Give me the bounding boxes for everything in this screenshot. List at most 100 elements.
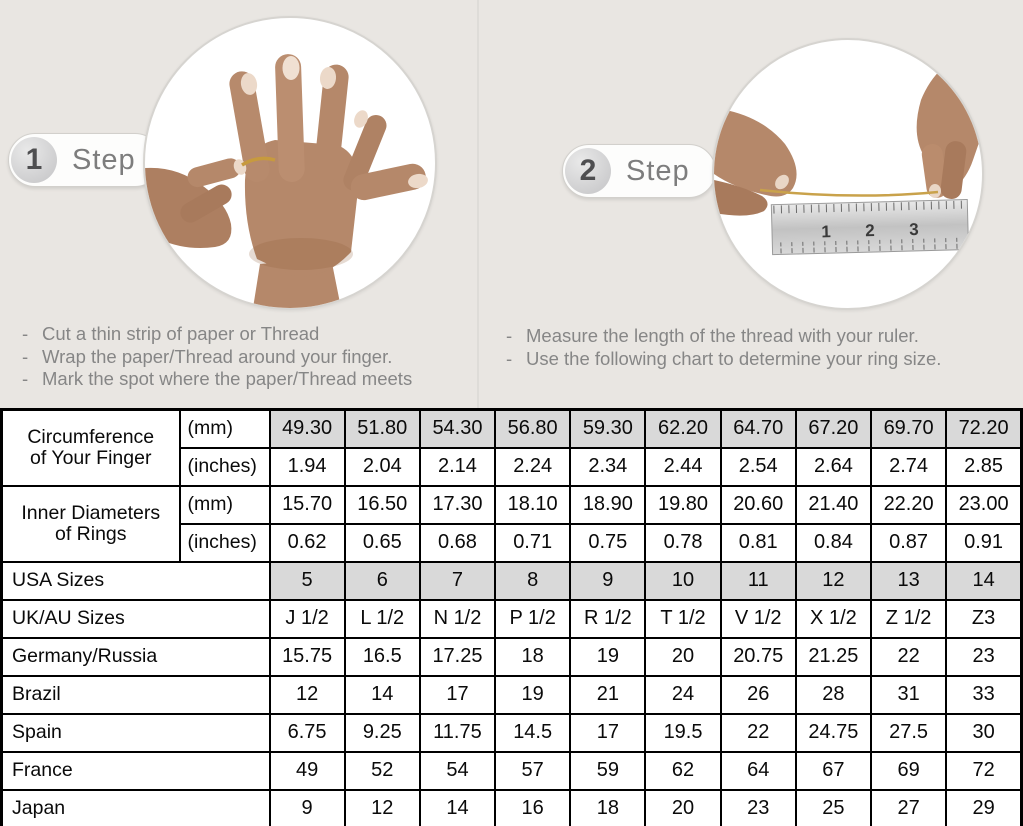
unit-label: (mm)	[178, 484, 271, 525]
size-value-cell: 2.34	[569, 446, 647, 487]
size-value-cell: 7	[418, 560, 497, 601]
thumbnail	[408, 173, 428, 189]
row-group-label: Circumference of Your Finger	[0, 408, 181, 487]
size-value-cell: V 1/2	[719, 598, 797, 639]
unit-label: (inches)	[178, 522, 271, 563]
size-value-cell: R 1/2	[569, 598, 647, 639]
size-value-cell: 16.5	[343, 636, 421, 677]
size-value-cell: 24.75	[794, 712, 873, 753]
ruler-illustration: 1 2 3	[714, 48, 982, 256]
table-row: Germany/Russia 15.75 16.5 17.25 18 19 20 20.75 2…	[0, 636, 1023, 677]
size-value-cell: 20	[644, 788, 722, 826]
size-value-cell: 51.80	[343, 408, 421, 449]
size-value-cell: 6.75	[268, 712, 346, 753]
step-1-instructions: - Cut a thin strip of paper or Thread - Wra…	[22, 323, 412, 391]
ruler-graphic: 1 2 3	[770, 199, 970, 256]
instruction-text: Measure the length of the thread with yo…	[526, 325, 919, 346]
size-value-cell: 27.5	[869, 712, 948, 753]
size-value-cell: 18	[569, 788, 647, 826]
table-row: (inches) 1.94 2.04 2.14 2.24 2.34 2.44 2.54 2.64…	[2, 446, 1023, 487]
right-hand-thumb	[940, 141, 967, 199]
size-value-cell: 69	[869, 750, 948, 791]
size-value-cell: 16	[494, 788, 572, 826]
size-value-cell: 0.65	[343, 522, 421, 563]
size-value-cell: 11.75	[418, 712, 497, 753]
row-group-label-text: Circumference of Your Finger	[27, 425, 155, 469]
table-row: Inner Diameters of Rings (mm) 15.70 16.50 17…	[0, 484, 1023, 563]
table-row: Brazil 12 14 17 19 21 24 26 28 31 33	[0, 674, 1023, 715]
size-value-cell: 23.00	[945, 484, 1023, 525]
size-value-cell: 0.71	[494, 522, 572, 563]
table-row: France 49 52 54 57 59 62 64 67 69 72	[0, 750, 1023, 791]
size-value-cell: 26	[719, 674, 797, 715]
ruler-number: 1	[821, 222, 831, 241]
size-value-cell: 15.75	[268, 636, 346, 677]
step-1-number: 1	[11, 137, 57, 183]
fingernail	[282, 56, 300, 80]
size-value-cell: 20	[644, 636, 722, 677]
size-value-cell: 12	[343, 788, 421, 826]
size-value-cell: 19	[494, 674, 572, 715]
table-row: Japan 9 12 14 16 18 20 23 25 27 29	[0, 788, 1023, 826]
instruction-bullet: -	[22, 345, 29, 367]
size-value-cell: 64	[719, 750, 797, 791]
size-value-cell: 27	[869, 788, 948, 826]
size-value-cell: 62.20	[644, 408, 722, 449]
size-value-cell: 2.24	[494, 446, 572, 487]
instruction-bullet: -	[506, 347, 513, 369]
size-value-cell: 0.68	[418, 522, 497, 563]
instruction-text: Cut a thin strip of paper or Thread	[42, 323, 320, 344]
size-value-cell: T 1/2	[644, 598, 722, 639]
row-label: Germany/Russia	[0, 636, 271, 677]
size-value-cell: P 1/2	[494, 598, 572, 639]
step-2-number: 2	[565, 148, 611, 194]
table-row: Spain 6.75 9.25 11.75 14.5 17 19.5 22 24.75 27.5 3…	[0, 712, 1023, 753]
size-value-cell: 17	[569, 712, 647, 753]
table-row: (inches) 0.62 0.65 0.68 0.71 0.75 0.78 0.81 0.84…	[2, 522, 1023, 563]
size-value-cell: 0.62	[268, 522, 346, 563]
size-value-cell: 33	[945, 674, 1023, 715]
instruction-line: - Cut a thin strip of paper or Thread	[22, 323, 412, 346]
table-row: USA Sizes 5 6 7 8 9 10 11 12 13 14	[0, 560, 1023, 601]
size-value-cell: 2.04	[343, 446, 421, 487]
thread-on-ruler-photo: 1 2 3	[712, 38, 984, 310]
size-value-cell: 64.70	[719, 408, 797, 449]
size-value-cell: 5	[268, 560, 346, 601]
size-value-cell: 14.5	[494, 712, 572, 753]
size-value-cell: 67	[794, 750, 873, 791]
size-value-cell: Z 1/2	[869, 598, 948, 639]
size-value-cell: 2.44	[644, 446, 722, 487]
step-1-label: Step	[72, 143, 136, 176]
size-value-cell: 23	[719, 788, 797, 826]
size-value-cell: 31	[869, 674, 948, 715]
size-value-cell: 21.25	[794, 636, 873, 677]
size-value-cell: 19.80	[644, 484, 722, 525]
unit-label: (mm)	[178, 408, 271, 449]
size-value-cell: 72.20	[945, 408, 1023, 449]
size-value-cell: 30	[945, 712, 1023, 753]
instruction-bullet: -	[22, 368, 29, 389]
size-value-cell: 9	[569, 560, 647, 601]
step-2-instructions: - Measure the length of the thread with y…	[506, 325, 941, 370]
step-2-label: Step	[626, 154, 690, 187]
size-value-cell: 0.81	[719, 522, 797, 563]
ruler-inch-ticks	[772, 237, 969, 254]
size-value-cell: 6	[343, 560, 421, 601]
middle-finger	[275, 54, 305, 183]
fingernail	[319, 67, 337, 89]
size-value-cell: 22.20	[869, 484, 948, 525]
size-value-cell: 17.25	[418, 636, 497, 677]
size-value-cell: 1.94	[268, 446, 346, 487]
ruler-number: 2	[865, 221, 875, 240]
size-value-cell: 28	[794, 674, 873, 715]
second-hand-finger	[187, 158, 241, 188]
size-value-cell: 10	[644, 560, 722, 601]
pinky-finger	[343, 114, 387, 191]
row-group-label-text: Inner Diameters of Rings	[21, 501, 161, 545]
row-label: France	[0, 750, 271, 791]
instruction-text: Wrap the paper/Thread around your finger…	[42, 345, 393, 367]
fingernail	[240, 73, 258, 95]
size-value-cell: 69.70	[869, 408, 948, 449]
size-value-cell: 59.30	[569, 408, 647, 449]
